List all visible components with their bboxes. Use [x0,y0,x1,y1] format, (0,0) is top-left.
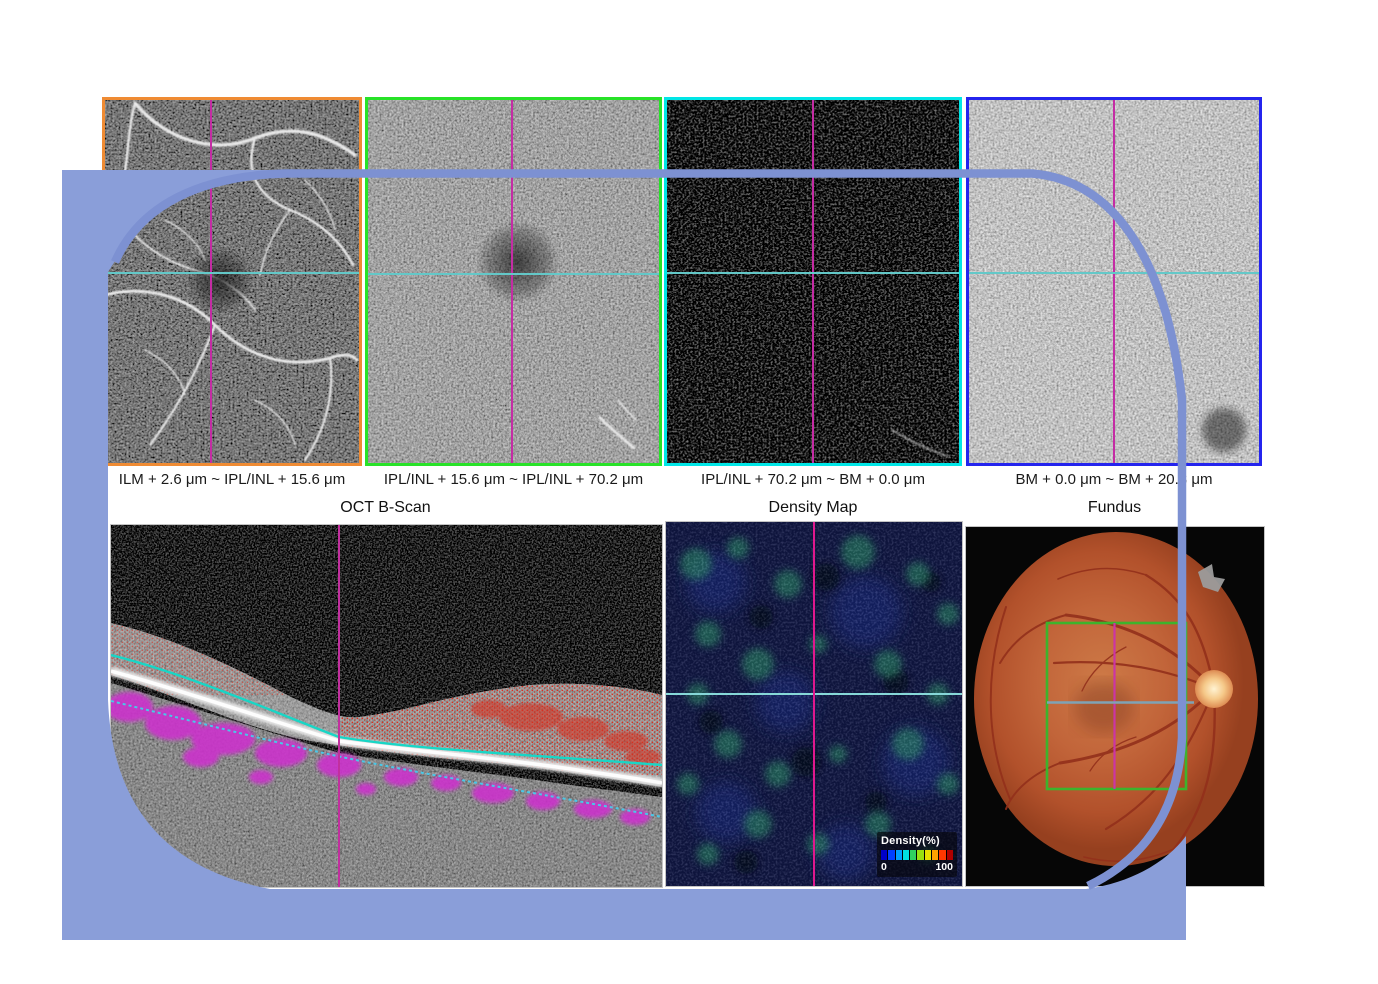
slab2-crosshair-vertical[interactable] [511,100,513,463]
slab1-crosshair-horizontal[interactable] [105,272,359,274]
faz-shadow [476,220,560,304]
shadow-blob [1202,408,1246,452]
slab1-crosshair-vertical[interactable] [210,100,212,463]
slab4-depth-range-label: BM + 0.0 μm ~ BM + 20.8 μm [1015,471,1213,488]
density-legend-title: Density(%) [881,835,940,847]
faz-shadow [186,246,254,314]
slab3-crosshair-vertical[interactable] [812,100,814,463]
image-notch-artifact [1198,564,1225,592]
slab4-crosshair-vertical[interactable] [1113,100,1115,463]
bscan-panel[interactable] [105,524,663,888]
slab3-depth-range-label: IPL/INL + 70.2 μm ~ BM + 0.0 μm [701,471,925,488]
slab1-angiogram-texture [105,100,359,463]
slab-panel-2[interactable] [365,97,662,466]
density-legend: Density(%) 0 100 [877,832,957,877]
slab2-crosshair-horizontal[interactable] [368,273,659,275]
fundus-panel[interactable] [965,526,1265,887]
density-legend-max: 100 [935,861,953,873]
bscan-cursor-line[interactable] [338,525,340,887]
density-legend-gradient [881,850,953,860]
slab-panel-4[interactable] [966,97,1262,466]
slab3-crosshair-horizontal[interactable] [667,272,959,274]
fundus-title: Fundus [1087,499,1142,516]
density-crosshair-vertical[interactable] [813,522,815,886]
slab-panel-1[interactable] [102,97,362,466]
optic-disc [1195,670,1233,708]
bscan-image [105,525,663,887]
density-legend-min: 0 [881,861,887,873]
density-map-title: Density Map [768,499,858,516]
slab4-crosshair-horizontal[interactable] [969,272,1259,274]
bscan-title: OCT B-Scan [340,499,431,516]
fundus-image [966,527,1264,886]
slab1-depth-range-label: ILM + 2.6 μm ~ IPL/INL + 15.6 μm [118,471,346,488]
slab-panel-3[interactable] [664,97,962,466]
slab2-depth-range-label: IPL/INL + 15.6 μm ~ IPL/INL + 70.2 μm [383,471,644,488]
density-map-panel[interactable]: Density(%) 0 100 [665,521,963,887]
slab2-angiogram-texture [368,100,659,463]
